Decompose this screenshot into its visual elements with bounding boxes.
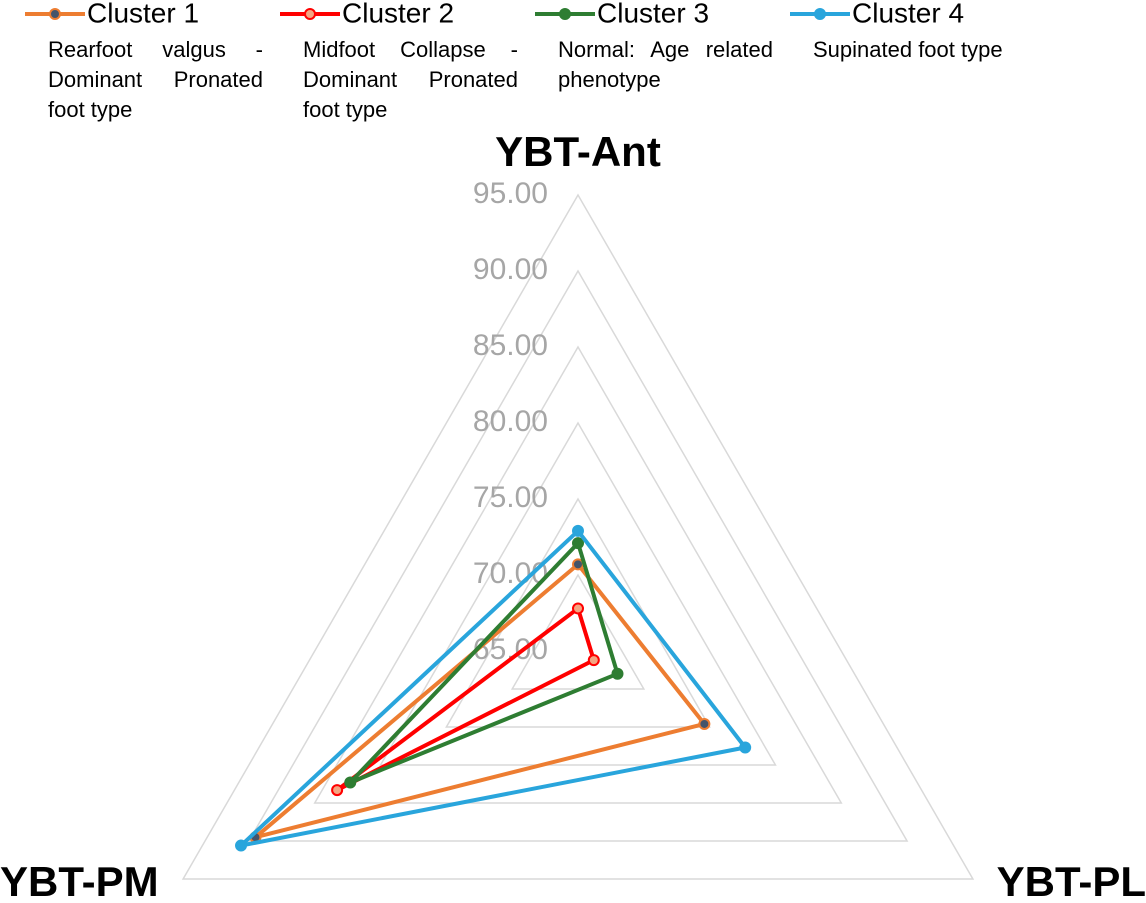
tick-label: 85.00 bbox=[473, 329, 548, 362]
series-line bbox=[253, 562, 707, 840]
legend-description: Midfoot Collapse -Dominant Pronated foot… bbox=[303, 37, 518, 122]
data-point bbox=[572, 524, 584, 537]
series bbox=[249, 558, 711, 844]
data-point bbox=[698, 717, 711, 730]
tick-label: 95.00 bbox=[473, 177, 548, 210]
data-point bbox=[235, 839, 248, 852]
grid-line bbox=[181, 193, 975, 880]
tick-label: 70.00 bbox=[473, 557, 548, 590]
series-line bbox=[348, 541, 620, 785]
data-point bbox=[572, 537, 584, 550]
legend-marker bbox=[304, 8, 316, 20]
legend-label: Cluster 2 bbox=[342, 0, 454, 28]
legend-label: Cluster 4 bbox=[852, 0, 964, 28]
legend-marker bbox=[559, 8, 571, 20]
series-line bbox=[335, 606, 596, 793]
grid-line bbox=[247, 269, 909, 842]
legend-description: Rearfoot valgus -Dominant Pronated foot … bbox=[48, 37, 263, 122]
legend-label: Cluster 3 bbox=[597, 0, 709, 28]
grid-line bbox=[379, 421, 777, 766]
tick-label: 90.00 bbox=[473, 253, 548, 286]
data-point bbox=[587, 654, 600, 667]
data-point bbox=[331, 784, 344, 797]
legend-description: Normal: Age related phenotype bbox=[558, 37, 773, 92]
legend-marker bbox=[49, 8, 61, 20]
tick-label: 75.00 bbox=[473, 481, 548, 514]
data-point bbox=[739, 741, 752, 754]
series bbox=[235, 524, 752, 852]
legend-label: Cluster 1 bbox=[87, 0, 199, 28]
legend-description: Supinated foot type bbox=[813, 37, 1003, 62]
data-point bbox=[344, 776, 357, 789]
series bbox=[344, 537, 624, 789]
data-point bbox=[572, 602, 584, 615]
axis-label: YBT-Ant bbox=[495, 128, 661, 175]
axis-label: YBT-PL bbox=[997, 858, 1146, 903]
series-line bbox=[239, 528, 748, 848]
data-point bbox=[611, 667, 624, 680]
grid-line bbox=[313, 345, 843, 804]
legend-marker bbox=[814, 8, 826, 20]
axis-label: YBT-PM bbox=[0, 858, 159, 903]
series bbox=[331, 602, 600, 797]
tick-label: 80.00 bbox=[473, 405, 548, 438]
